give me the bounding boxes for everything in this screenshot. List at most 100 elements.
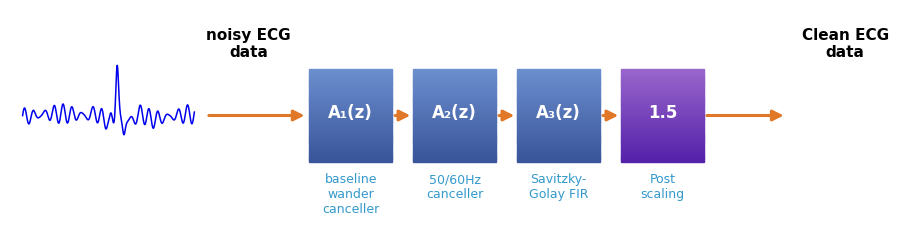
Bar	[309, 135, 392, 137]
Bar	[413, 78, 496, 80]
FancyBboxPatch shape	[607, 66, 717, 165]
Bar	[620, 151, 703, 152]
Bar	[517, 112, 600, 114]
Bar	[620, 122, 703, 123]
Bar	[309, 74, 392, 76]
Bar	[413, 101, 496, 103]
Bar	[309, 129, 392, 131]
Bar	[517, 123, 600, 125]
Bar	[309, 125, 392, 126]
Bar	[620, 83, 703, 85]
Bar	[620, 123, 703, 125]
Bar	[309, 103, 392, 105]
Bar	[309, 81, 392, 83]
Bar	[517, 72, 600, 74]
Bar	[309, 100, 392, 102]
Bar	[517, 71, 600, 72]
Bar	[309, 80, 392, 82]
Bar	[620, 106, 703, 108]
Text: Savitzky-
Golay FIR: Savitzky- Golay FIR	[528, 173, 588, 201]
Bar	[517, 81, 600, 83]
Bar	[517, 108, 600, 109]
Bar	[413, 137, 496, 139]
Bar	[309, 118, 392, 120]
Bar	[620, 100, 703, 102]
Bar	[517, 138, 600, 140]
Bar	[517, 160, 600, 162]
Bar	[517, 149, 600, 151]
Bar	[309, 108, 392, 109]
Bar	[620, 145, 703, 146]
Bar	[309, 98, 392, 100]
Bar	[413, 74, 496, 76]
Bar	[517, 80, 600, 82]
Bar	[517, 126, 600, 128]
Bar	[620, 137, 703, 139]
Bar	[309, 95, 392, 97]
Bar	[517, 145, 600, 146]
Bar	[517, 151, 600, 152]
Bar	[517, 134, 600, 136]
Bar	[620, 160, 703, 162]
Bar	[517, 98, 600, 100]
Bar	[620, 69, 703, 71]
Bar	[517, 89, 600, 91]
Bar	[620, 111, 703, 112]
Bar	[413, 85, 496, 86]
Bar	[517, 158, 600, 160]
Bar	[620, 92, 703, 94]
Bar	[517, 97, 600, 99]
Bar	[413, 160, 496, 162]
Bar	[517, 85, 600, 86]
Bar	[620, 126, 703, 128]
Bar	[620, 98, 703, 100]
Text: 50/60Hz
canceller: 50/60Hz canceller	[425, 173, 483, 201]
Bar	[620, 135, 703, 137]
Bar	[309, 83, 392, 85]
Text: baseline
wander
canceller: baseline wander canceller	[321, 173, 379, 216]
Bar	[413, 154, 496, 155]
Bar	[620, 125, 703, 126]
Bar	[620, 95, 703, 97]
Bar	[620, 75, 703, 77]
Bar	[413, 146, 496, 148]
Bar	[517, 117, 600, 119]
Bar	[309, 154, 392, 155]
Bar	[413, 81, 496, 83]
Bar	[413, 103, 496, 105]
Bar	[620, 129, 703, 131]
Bar	[620, 115, 703, 117]
Bar	[413, 88, 496, 89]
Bar	[309, 137, 392, 139]
Bar	[309, 78, 392, 80]
Bar	[517, 106, 600, 108]
Bar	[309, 120, 392, 122]
Bar	[620, 140, 703, 142]
Bar	[620, 85, 703, 86]
Bar	[309, 149, 392, 151]
Bar	[620, 120, 703, 122]
Bar	[517, 122, 600, 123]
Bar	[413, 135, 496, 137]
Bar	[517, 135, 600, 137]
Bar	[620, 138, 703, 140]
Bar	[309, 126, 392, 128]
Bar	[620, 143, 703, 145]
Bar	[517, 131, 600, 132]
Bar	[413, 112, 496, 114]
Bar	[517, 114, 600, 116]
Bar	[413, 106, 496, 108]
Bar	[620, 81, 703, 83]
Bar	[413, 129, 496, 131]
Bar	[517, 115, 600, 117]
Bar	[413, 72, 496, 74]
Bar	[517, 125, 600, 126]
Text: noisy ECG
data: noisy ECG data	[206, 28, 291, 60]
Bar	[620, 148, 703, 149]
Bar	[620, 89, 703, 91]
Bar	[309, 151, 392, 152]
Bar	[309, 131, 392, 132]
Bar	[309, 86, 392, 88]
Bar	[309, 91, 392, 92]
Bar	[620, 78, 703, 80]
